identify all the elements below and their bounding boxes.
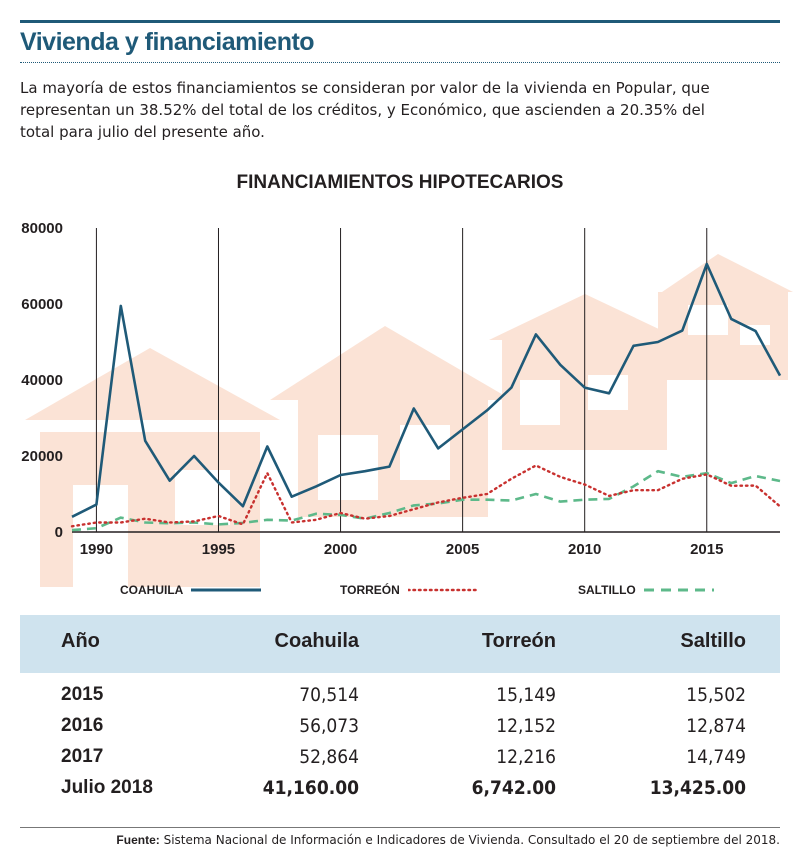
cell-saltillo: 13,425.00 bbox=[649, 776, 746, 799]
source-note: Fuente: Sistema Nacional de Información … bbox=[116, 833, 780, 847]
series-line-saltillo bbox=[71, 469, 781, 532]
cell-year: Julio 2018 bbox=[61, 776, 153, 798]
x-tick-label: 2015 bbox=[690, 541, 723, 558]
cell-spacer bbox=[746, 741, 780, 772]
legend-swatch-coahuila bbox=[191, 588, 262, 592]
header-saltillo: Saltillo bbox=[680, 629, 746, 652]
y-tick-label: 20000 bbox=[21, 448, 63, 465]
legend-item-coahuila: COAHUILA bbox=[120, 583, 262, 597]
title-divider bbox=[20, 62, 780, 63]
x-tick-label: 1995 bbox=[202, 541, 235, 558]
footer-divider bbox=[20, 827, 780, 828]
legend-swatch-torreon bbox=[407, 588, 478, 592]
series-lines bbox=[70, 262, 782, 532]
source-label: Fuente: bbox=[116, 833, 160, 847]
vertical-gridlines bbox=[95, 228, 708, 532]
cell-year: 2017 bbox=[61, 745, 104, 767]
series-line-torren bbox=[70, 464, 782, 528]
x-axis-tick-labels: 1990 1995 2000 2005 2010 2015 bbox=[80, 541, 724, 558]
cell-torreon: 6,742.00 bbox=[471, 776, 556, 799]
x-tick-label: 2005 bbox=[446, 541, 479, 558]
source-text: Sistema Nacional de Información e Indica… bbox=[163, 833, 780, 847]
legend-label-coahuila: COAHUILA bbox=[120, 583, 184, 597]
y-axis-tick-labels: 0 20000 40000 60000 80000 bbox=[21, 220, 63, 541]
cell-coahuila: 70,514 bbox=[299, 683, 359, 706]
table-row: 2017 52,864 12,216 14,749 bbox=[20, 741, 780, 772]
table-header-row: Año Coahuila Torreón Saltillo bbox=[20, 615, 780, 673]
y-tick-label: 40000 bbox=[21, 372, 63, 389]
top-accent-bar bbox=[20, 20, 780, 23]
x-tick-label: 2010 bbox=[568, 541, 601, 558]
cell-coahuila: 41,160.00 bbox=[262, 776, 359, 799]
cell-saltillo: 15,502 bbox=[686, 683, 746, 706]
header-spacer bbox=[746, 615, 780, 673]
header-ano: Año bbox=[61, 629, 100, 652]
legend-item-saltillo: SALTILLO bbox=[578, 583, 714, 597]
legend-swatch-saltillo bbox=[643, 588, 714, 592]
cell-torreon: 12,152 bbox=[496, 714, 556, 737]
cell-spacer bbox=[746, 772, 780, 803]
line-chart: 0 20000 40000 60000 80000 1990 1995 2000 2005 20… bbox=[21, 220, 793, 590]
cell-torreon: 12,216 bbox=[496, 745, 556, 768]
legend-item-torreon: TORREÓN bbox=[340, 583, 478, 597]
cell-spacer bbox=[746, 673, 780, 710]
x-tick-label: 2000 bbox=[324, 541, 357, 558]
page-title: Vivienda y financiamiento bbox=[20, 28, 315, 56]
cell-year: 2016 bbox=[61, 714, 104, 736]
table-row: 2016 56,073 12,152 12,874 bbox=[20, 710, 780, 741]
cell-coahuila: 52,864 bbox=[299, 745, 359, 768]
y-tick-label: 0 bbox=[55, 524, 63, 541]
y-tick-label: 80000 bbox=[21, 220, 63, 237]
x-tick-label: 1990 bbox=[80, 541, 113, 558]
legend-label-saltillo: SALTILLO bbox=[578, 583, 636, 597]
y-tick-label: 60000 bbox=[21, 296, 63, 313]
cell-saltillo: 14,749 bbox=[686, 745, 746, 768]
cell-saltillo: 12,874 bbox=[686, 714, 746, 737]
data-table: Año Coahuila Torreón Saltillo 2015 70,51… bbox=[20, 615, 780, 803]
table-row: Julio 2018 41,160.00 6,742.00 13,425.00 bbox=[20, 772, 780, 803]
cell-coahuila: 56,073 bbox=[299, 714, 359, 737]
cell-torreon: 15,149 bbox=[496, 683, 556, 706]
cell-spacer bbox=[746, 710, 780, 741]
intro-paragraph: La mayoría de estos financiamientos se c… bbox=[20, 79, 710, 141]
header-coahuila: Coahuila bbox=[274, 629, 359, 652]
table-row: 2015 70,514 15,149 15,502 bbox=[20, 673, 780, 710]
series-line-coahuila bbox=[71, 262, 782, 518]
header-torreon: Torreón bbox=[481, 629, 556, 652]
cell-year: 2015 bbox=[61, 683, 104, 705]
chart-title: FINANCIAMIENTOS HIPOTECARIOS bbox=[236, 172, 564, 193]
legend-label-torreon: TORREÓN bbox=[340, 583, 400, 597]
